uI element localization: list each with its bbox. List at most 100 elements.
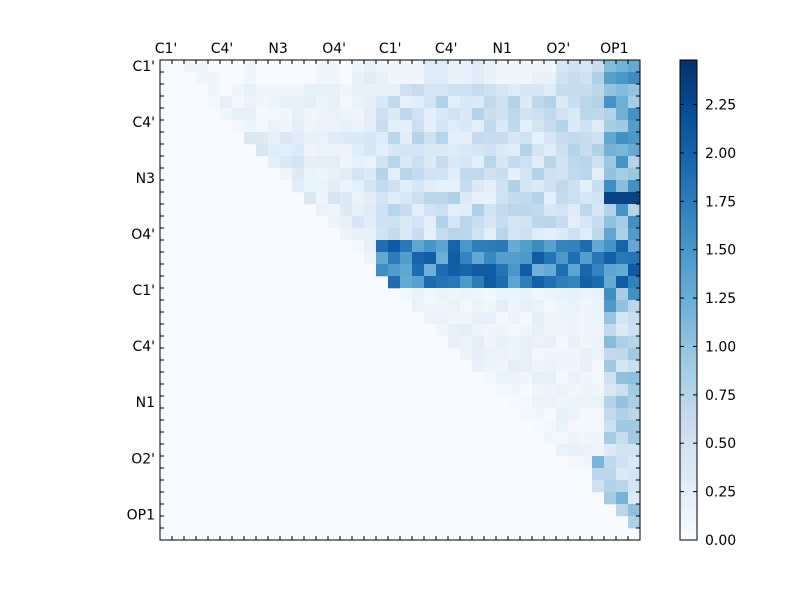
heatmap-cell bbox=[556, 336, 569, 349]
heatmap-cell bbox=[424, 216, 437, 229]
heatmap-cell bbox=[592, 312, 605, 325]
heatmap-cell bbox=[628, 336, 641, 349]
heatmap-cell bbox=[544, 324, 557, 337]
heatmap-cell bbox=[616, 240, 629, 253]
heatmap-cell bbox=[460, 156, 473, 169]
heatmap-cell bbox=[544, 432, 557, 445]
heatmap-cell bbox=[544, 60, 557, 73]
heatmap-cell bbox=[568, 336, 581, 349]
heatmap-cell bbox=[412, 228, 425, 241]
heatmap-cell bbox=[544, 84, 557, 97]
heatmap-cell bbox=[580, 288, 593, 301]
heatmap-cell bbox=[268, 132, 281, 145]
heatmap-cell bbox=[460, 180, 473, 193]
heatmap-cell bbox=[400, 288, 413, 301]
heatmap-cell bbox=[580, 348, 593, 361]
heatmap-cell bbox=[352, 156, 365, 169]
heatmap-cell bbox=[592, 372, 605, 385]
heatmap-cell bbox=[604, 336, 617, 349]
heatmap-cell bbox=[304, 84, 317, 97]
heatmap-cell bbox=[592, 396, 605, 409]
heatmap-cell bbox=[412, 84, 425, 97]
heatmap-cell bbox=[580, 252, 593, 265]
heatmap-cell bbox=[340, 96, 353, 109]
heatmap-cell bbox=[604, 168, 617, 181]
heatmap-cell bbox=[592, 444, 605, 457]
heatmap-cell bbox=[616, 384, 629, 397]
heatmap-cell bbox=[400, 204, 413, 217]
heatmap-cell bbox=[484, 288, 497, 301]
heatmap-cell bbox=[352, 84, 365, 97]
heatmap-cell bbox=[496, 324, 509, 337]
heatmap-cell bbox=[508, 84, 521, 97]
heatmap-cell bbox=[436, 288, 449, 301]
heatmap-cell bbox=[412, 240, 425, 253]
heatmap-cell bbox=[496, 300, 509, 313]
heatmap-cell bbox=[592, 60, 605, 73]
heatmap-cell bbox=[496, 156, 509, 169]
heatmap-cell bbox=[628, 216, 641, 229]
heatmap-cell bbox=[400, 216, 413, 229]
heatmap-cell bbox=[364, 204, 377, 217]
heatmap-cell bbox=[280, 120, 293, 133]
heatmap-cell bbox=[580, 372, 593, 385]
heatmap-cell bbox=[352, 204, 365, 217]
heatmap-cell bbox=[556, 192, 569, 205]
heatmap-cell bbox=[604, 468, 617, 481]
heatmap-cell bbox=[544, 348, 557, 361]
heatmap-cell bbox=[508, 312, 521, 325]
heatmap-cell bbox=[448, 132, 461, 145]
heatmap-cell bbox=[364, 144, 377, 157]
heatmap-cell bbox=[256, 144, 269, 157]
heatmap-cell bbox=[388, 84, 401, 97]
heatmap-cell bbox=[388, 168, 401, 181]
heatmap-cell bbox=[448, 144, 461, 157]
heatmap-cell bbox=[556, 276, 569, 289]
heatmap-cell bbox=[544, 240, 557, 253]
heatmap-cell bbox=[580, 216, 593, 229]
heatmap-cell bbox=[424, 252, 437, 265]
heatmap-cell bbox=[484, 252, 497, 265]
heatmap-cell bbox=[580, 192, 593, 205]
heatmap-cell bbox=[604, 324, 617, 337]
heatmap-cell bbox=[520, 372, 533, 385]
heatmap-cell bbox=[544, 312, 557, 325]
heatmap-cell bbox=[556, 72, 569, 85]
y-tick-label: N1 bbox=[136, 395, 155, 411]
heatmap-cell bbox=[616, 132, 629, 145]
heatmap-cell bbox=[448, 216, 461, 229]
heatmap-cell bbox=[568, 384, 581, 397]
heatmap-cell bbox=[496, 264, 509, 277]
colorbar-tick-label: 1.75 bbox=[705, 194, 736, 210]
heatmap-cell bbox=[580, 408, 593, 421]
heatmap-cell bbox=[628, 360, 641, 373]
heatmap-cell bbox=[616, 360, 629, 373]
heatmap-cell bbox=[460, 300, 473, 313]
heatmap-cell bbox=[628, 72, 641, 85]
heatmap-cell bbox=[364, 228, 377, 241]
heatmap-cell bbox=[508, 372, 521, 385]
heatmap-cell bbox=[292, 168, 305, 181]
heatmap-cell bbox=[628, 372, 641, 385]
heatmap-cell bbox=[544, 120, 557, 133]
heatmap-cell bbox=[436, 180, 449, 193]
heatmap-cell bbox=[628, 312, 641, 325]
heatmap-cell bbox=[448, 276, 461, 289]
heatmap-cell bbox=[592, 192, 605, 205]
heatmap-cell bbox=[496, 348, 509, 361]
heatmap-cell bbox=[580, 132, 593, 145]
heatmap-cell bbox=[604, 84, 617, 97]
heatmap-cell bbox=[508, 192, 521, 205]
heatmap-cell bbox=[376, 264, 389, 277]
heatmap-cell bbox=[544, 384, 557, 397]
heatmap-cell bbox=[628, 300, 641, 313]
heatmap-cell bbox=[544, 156, 557, 169]
heatmap-cell bbox=[304, 108, 317, 121]
heatmap-cell bbox=[244, 96, 257, 109]
heatmap-cell bbox=[604, 144, 617, 157]
heatmap-cell bbox=[604, 480, 617, 493]
heatmap-cell bbox=[628, 252, 641, 265]
heatmap-cell bbox=[208, 84, 221, 97]
heatmap-cell bbox=[556, 360, 569, 373]
heatmap-cell bbox=[532, 180, 545, 193]
